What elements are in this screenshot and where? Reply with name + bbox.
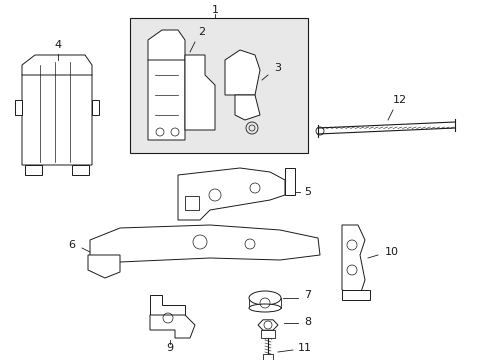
Polygon shape	[258, 320, 278, 330]
Polygon shape	[25, 165, 42, 175]
Polygon shape	[224, 50, 260, 95]
Polygon shape	[235, 95, 260, 120]
Ellipse shape	[248, 304, 281, 312]
Polygon shape	[150, 315, 195, 338]
Polygon shape	[88, 255, 120, 278]
Text: 3: 3	[274, 63, 281, 73]
Bar	[130, 18, 307, 153]
Polygon shape	[341, 225, 364, 295]
Polygon shape	[341, 290, 369, 300]
Polygon shape	[285, 168, 294, 195]
Text: 8: 8	[304, 317, 311, 327]
Polygon shape	[92, 100, 99, 115]
Polygon shape	[263, 354, 272, 360]
Polygon shape	[150, 295, 184, 315]
Bar	[184, 196, 199, 210]
Polygon shape	[148, 50, 184, 140]
Text: 10: 10	[384, 247, 398, 257]
Text: 12: 12	[392, 95, 406, 105]
Polygon shape	[22, 60, 92, 165]
Text: 11: 11	[297, 343, 311, 353]
Text: 5: 5	[304, 187, 311, 197]
Text: 7: 7	[304, 290, 311, 300]
Polygon shape	[184, 55, 215, 130]
Text: 1: 1	[211, 5, 218, 15]
Polygon shape	[261, 330, 274, 338]
Polygon shape	[148, 30, 184, 60]
Text: 6: 6	[68, 240, 75, 250]
Polygon shape	[72, 165, 89, 175]
Polygon shape	[178, 168, 285, 220]
Polygon shape	[22, 55, 92, 75]
Text: 4: 4	[54, 40, 61, 50]
Text: 9: 9	[166, 343, 173, 353]
Ellipse shape	[248, 291, 281, 305]
Text: 2: 2	[198, 27, 205, 37]
Polygon shape	[90, 225, 319, 265]
Polygon shape	[15, 100, 22, 115]
